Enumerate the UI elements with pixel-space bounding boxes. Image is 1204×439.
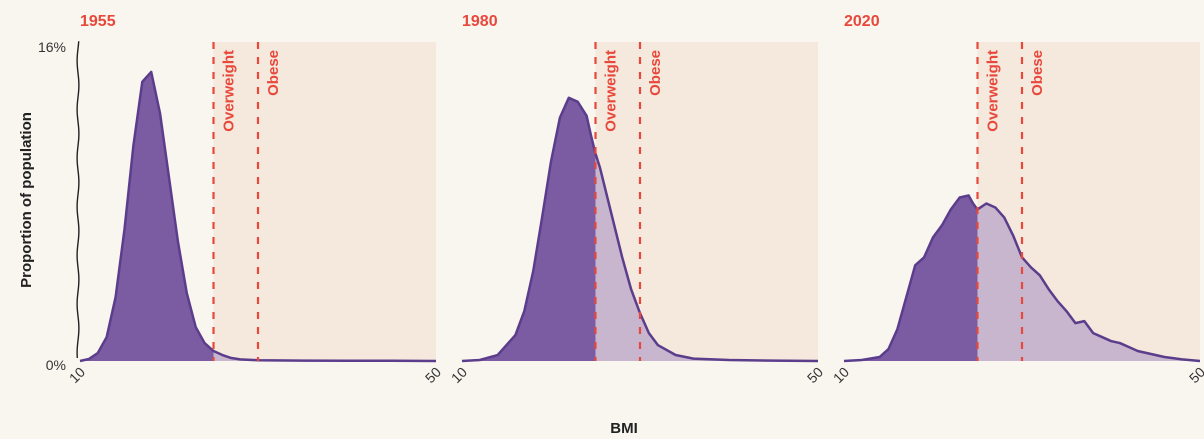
overweight-label: Overweight (221, 50, 238, 132)
x-tick-50: 50 (422, 364, 444, 386)
x-tick-10: 10 (448, 364, 470, 386)
panel-title: 1955 (80, 13, 116, 30)
panel-1955: Overweight Obese 1955 10 50 (66, 13, 444, 386)
obese-label: Obese (1029, 50, 1046, 96)
panel-title: 2020 (844, 13, 880, 30)
obese-label: Obese (265, 50, 282, 96)
overweight-label: Overweight (985, 50, 1002, 132)
overweight-zone (213, 42, 436, 361)
x-tick-50: 50 (1186, 364, 1204, 386)
distribution-area-dark (80, 71, 214, 361)
y-tick-zero: 0% (46, 357, 66, 373)
panel-title: 1980 (462, 13, 498, 30)
overweight-label: Overweight (603, 50, 620, 132)
distribution-line (79, 70, 437, 363)
distribution-line (843, 194, 1201, 363)
x-tick-10: 10 (66, 364, 88, 386)
distribution-area-dark (462, 97, 596, 361)
obese-label: Obese (647, 50, 664, 96)
x-axis-title: BMI (610, 420, 638, 437)
y-axis-line (76, 41, 80, 359)
x-tick-50: 50 (804, 364, 826, 386)
panel-2020: Overweight Obese 2020 10 50 (830, 13, 1204, 386)
distribution-area-dark (844, 195, 978, 361)
y-tick-max: 16% (38, 39, 66, 55)
x-tick-10: 10 (830, 364, 852, 386)
y-axis-title: Proportion of population (18, 112, 35, 288)
panel-1980: Overweight Obese 1980 10 50 (448, 13, 826, 386)
